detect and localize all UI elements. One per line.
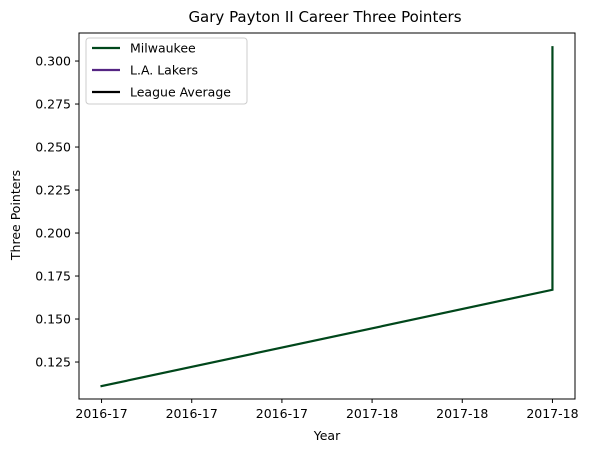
legend: Milwaukee L.A. Lakers League Average — [85, 37, 248, 105]
legend-label: League Average — [130, 85, 231, 100]
plot-frame — [78, 32, 576, 400]
chart-title: Gary Payton II Career Three Pointers — [188, 8, 461, 26]
legend-label: L.A. Lakers — [130, 63, 198, 78]
x-tick-label: 2016-17 — [256, 406, 308, 421]
y-tick-label: 0.200 — [35, 226, 71, 241]
x-tick-label: 2017-18 — [436, 406, 488, 421]
y-tick-label: 0.275 — [35, 97, 71, 112]
y-tick-label: 0.225 — [35, 183, 71, 198]
x-tick-label: 2017-18 — [526, 406, 578, 421]
series-line-milwaukee — [100, 46, 554, 388]
x-tick-label: 2016-17 — [75, 406, 127, 421]
y-tick-label: 0.125 — [35, 355, 71, 370]
y-tick-label: 0.250 — [35, 140, 71, 155]
x-tick-label: 2017-18 — [346, 406, 398, 421]
y-tick-label: 0.175 — [35, 269, 71, 284]
x-axis-label: Year — [313, 428, 341, 443]
legend-label: Milwaukee — [130, 41, 196, 56]
y-tick-label: 0.300 — [35, 54, 71, 69]
plot-area: 0.125 0.150 0.175 0.200 0.225 0.250 0.275 0.300… — [35, 32, 579, 421]
legend-box — [85, 37, 248, 105]
y-tick-label: 0.150 — [35, 312, 71, 327]
x-tick-label: 2016-17 — [166, 406, 218, 421]
y-axis-label: Three Pointers — [8, 170, 23, 261]
